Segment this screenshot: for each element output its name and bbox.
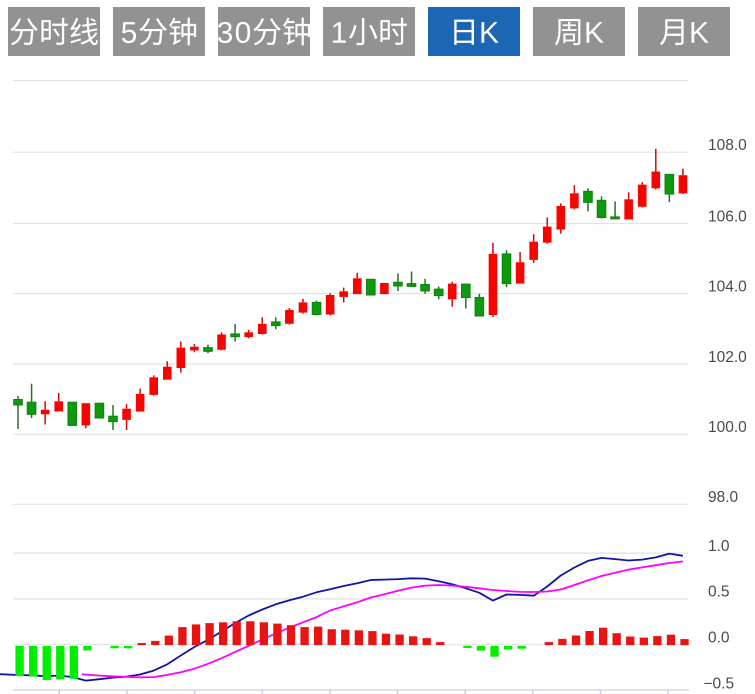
- svg-text:0.5: 0.5: [708, 584, 730, 601]
- svg-text:98.0: 98.0: [708, 489, 739, 506]
- svg-text:102.0: 102.0: [708, 349, 747, 366]
- svg-text:100.0: 100.0: [708, 419, 747, 436]
- svg-text:104.0: 104.0: [708, 278, 747, 295]
- svg-text:0.0: 0.0: [708, 630, 730, 647]
- svg-text:1.0: 1.0: [708, 538, 730, 555]
- svg-text:106.0: 106.0: [708, 208, 747, 225]
- svg-text:−0.5: −0.5: [704, 675, 735, 692]
- svg-text:108.0: 108.0: [708, 137, 747, 154]
